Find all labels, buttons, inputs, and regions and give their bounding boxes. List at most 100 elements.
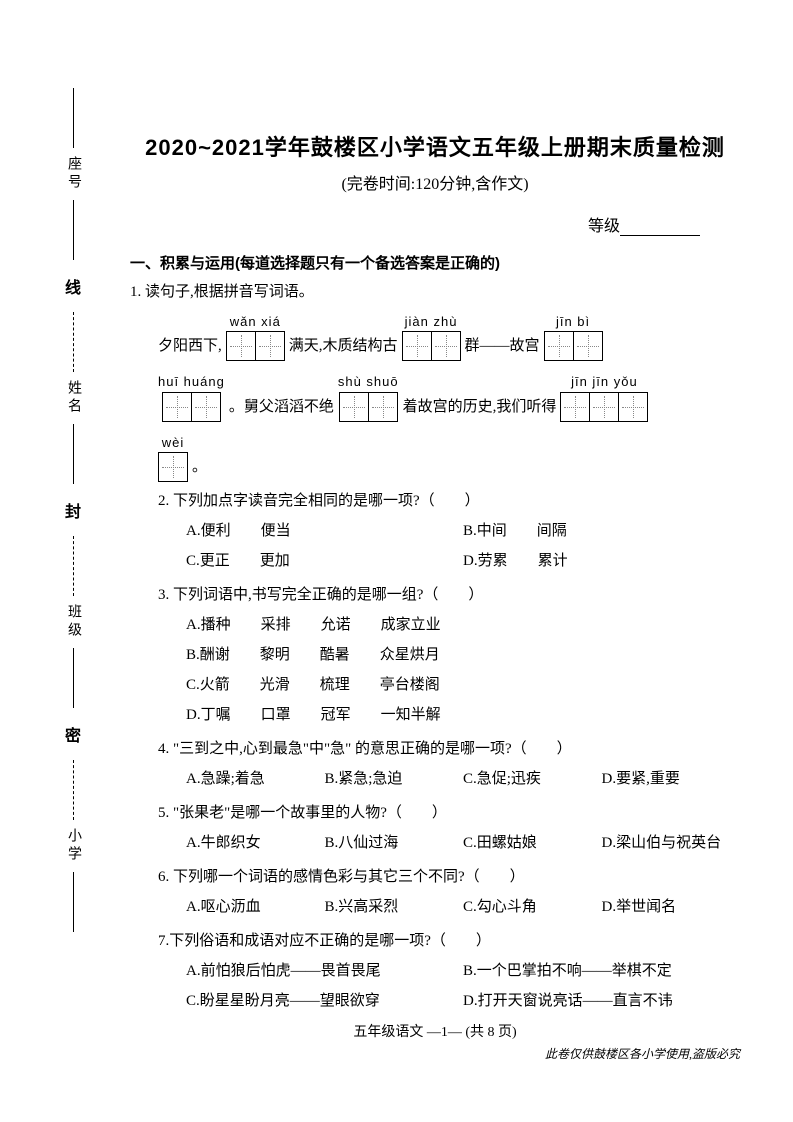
- pinyin: jīn bì: [556, 315, 590, 329]
- copyright-note: 此卷仅供鼓楼区各小学使用,盗版必究: [130, 1045, 740, 1062]
- binding-label-class: 班级: [63, 604, 83, 640]
- page-footer: 五年级语文 —1— (共 8 页) 此卷仅供鼓楼区各小学使用,盗版必究: [130, 1021, 740, 1062]
- pager: 五年级语文 —1— (共 8 页): [130, 1021, 740, 1041]
- char-box[interactable]: [544, 331, 574, 361]
- opt-c[interactable]: C.田螺姑娘: [463, 828, 602, 858]
- binding-line: [73, 88, 74, 148]
- binding-line: [73, 872, 74, 932]
- q3-options: A.播种 采排 允诺 成家立业 B.酬谢 黎明 酷暑 众星烘月 C.火箭 光滑 …: [130, 610, 740, 730]
- char-box[interactable]: [402, 331, 432, 361]
- opt-a[interactable]: A.呕心沥血: [186, 892, 325, 922]
- binding-mark: 线: [65, 274, 81, 298]
- pinyin-group: jīn jīn yǒu: [560, 375, 648, 421]
- q2-prompt: 2. 下列加点字读音完全相同的是哪一项?（ ）: [130, 486, 740, 516]
- binding-dash: [73, 760, 74, 820]
- q2-options: A.便利 便当 B.中间 间隔 C.更正 更加 D.劳累 累计: [130, 516, 740, 576]
- opt-b[interactable]: B.紧急;急迫: [325, 764, 464, 794]
- char-box[interactable]: [560, 392, 590, 422]
- opt-a[interactable]: A.前怕狼后怕虎——畏首畏尾: [186, 956, 463, 986]
- pinyin: wèi: [162, 436, 185, 450]
- char-box[interactable]: [339, 392, 369, 422]
- binding-line: [73, 200, 74, 260]
- char-box[interactable]: [618, 392, 648, 422]
- text: 夕阳西下,: [158, 331, 222, 361]
- opt-b[interactable]: B.八仙过海: [325, 828, 464, 858]
- q1-prompt: 1. 读句子,根据拼音写词语。: [130, 277, 740, 307]
- q5-options: A.牛郎织女 B.八仙过海 C.田螺姑娘 D.梁山伯与祝英台: [130, 828, 740, 858]
- opt-a[interactable]: A.牛郎织女: [186, 828, 325, 858]
- text: 群——故宫: [465, 331, 540, 361]
- binding-label-name: 姓名: [63, 380, 83, 416]
- binding-line: [73, 648, 74, 708]
- opt-a[interactable]: A.播种 采排 允诺 成家立业: [186, 610, 740, 640]
- text: 满天,木质结构古: [289, 331, 398, 361]
- pinyin: wǎn xiá: [230, 315, 281, 329]
- pinyin-group: wèi: [158, 436, 188, 482]
- binding-label-seat: 座号: [63, 156, 83, 192]
- binding-mark: 封: [65, 498, 81, 522]
- char-box[interactable]: [573, 331, 603, 361]
- q1-line3: wèi 。: [130, 436, 740, 482]
- q5-prompt: 5. "张果老"是哪一个故事里的人物?（ ）: [130, 798, 740, 828]
- char-box[interactable]: [431, 331, 461, 361]
- text: 着故宫的历史,我们听得: [403, 392, 557, 422]
- opt-d[interactable]: D.打开天窗说亮话——直言不讳: [463, 986, 740, 1016]
- opt-c[interactable]: C.勾心斗角: [463, 892, 602, 922]
- text: 。: [192, 452, 207, 482]
- binding-dash: [73, 312, 74, 372]
- binding-mark: 密: [65, 722, 81, 746]
- q6-prompt: 6. 下列哪一个词语的感情色彩与其它三个不同?（ ）: [130, 862, 740, 892]
- opt-b[interactable]: B.兴高采烈: [325, 892, 464, 922]
- q3-prompt: 3. 下列词语中,书写完全正确的是哪一组?（ ）: [130, 580, 740, 610]
- char-box[interactable]: [191, 392, 221, 422]
- q6-options: A.呕心沥血 B.兴高采烈 C.勾心斗角 D.举世闻名: [130, 892, 740, 922]
- pinyin-group: jiàn zhù: [402, 315, 461, 361]
- q7-prompt: 7.下列俗语和成语对应不正确的是哪一项?（ ）: [130, 926, 740, 956]
- pinyin-group: shù shuō: [338, 375, 399, 421]
- opt-b[interactable]: B.一个巴掌拍不响——举棋不定: [463, 956, 740, 986]
- opt-a[interactable]: A.便利 便当: [186, 516, 463, 546]
- pinyin-group: jīn bì: [544, 315, 603, 361]
- q7-options: A.前怕狼后怕虎——畏首畏尾 B.一个巴掌拍不响——举棋不定 C.盼星星盼月亮—…: [130, 956, 740, 1016]
- char-box[interactable]: [255, 331, 285, 361]
- q1-line1: 夕阳西下, wǎn xiá 满天,木质结构古 jiàn zhù 群——故宫 jī…: [130, 315, 740, 361]
- pinyin-group: wǎn xiá: [226, 315, 285, 361]
- q1-line2: huī huáng 。舅父滔滔不绝 shù shuō 着故宫的历史,我们听得 j…: [130, 375, 740, 421]
- opt-c[interactable]: C.更正 更加: [186, 546, 463, 576]
- pinyin: shù shuō: [338, 375, 399, 389]
- opt-d[interactable]: D.丁嘱 口罩 冠军 一知半解: [186, 700, 740, 730]
- binding-dash: [73, 536, 74, 596]
- opt-c[interactable]: C.盼星星盼月亮——望眼欲穿: [186, 986, 463, 1016]
- binding-margin: 座号 线 姓名 封 班级 密 小学: [58, 60, 88, 960]
- opt-b[interactable]: B.酬谢 黎明 酷暑 众星烘月: [186, 640, 740, 670]
- pinyin: jiàn zhù: [405, 315, 458, 329]
- grade-blank[interactable]: [620, 218, 700, 236]
- pinyin-group: huī huáng: [158, 375, 225, 421]
- grade-line: 等级: [130, 212, 740, 236]
- opt-c[interactable]: C.急促;迅疾: [463, 764, 602, 794]
- section-1-heading: 一、积累与运用(每道选择题只有一个备选答案是正确的): [130, 252, 740, 273]
- binding-line: [73, 424, 74, 484]
- opt-d[interactable]: D.举世闻名: [602, 892, 741, 922]
- opt-d[interactable]: D.梁山伯与祝英台: [602, 828, 741, 858]
- opt-d[interactable]: D.劳累 累计: [463, 546, 740, 576]
- opt-a[interactable]: A.急躁;着急: [186, 764, 325, 794]
- exam-subtitle: (完卷时间:120分钟,含作文): [130, 170, 740, 194]
- opt-d[interactable]: D.要紧,重要: [602, 764, 741, 794]
- pinyin: huī huáng: [158, 375, 225, 389]
- binding-label-school: 小学: [63, 828, 83, 864]
- grade-label: 等级: [588, 218, 620, 235]
- char-box[interactable]: [158, 452, 188, 482]
- pinyin: jīn jīn yǒu: [571, 375, 638, 389]
- q4-options: A.急躁;着急 B.紧急;急迫 C.急促;迅疾 D.要紧,重要: [130, 764, 740, 794]
- text: 。舅父滔滔不绝: [229, 392, 334, 422]
- q4-prompt: 4. "三到之中,心到最急"中"急" 的意思正确的是哪一项?（ ）: [130, 734, 740, 764]
- page-content: 2020~2021学年鼓楼区小学语文五年级上册期末质量检测 (完卷时间:120分…: [130, 130, 740, 1016]
- char-box[interactable]: [162, 392, 192, 422]
- opt-c[interactable]: C.火箭 光滑 梳理 亭台楼阁: [186, 670, 740, 700]
- char-box[interactable]: [368, 392, 398, 422]
- char-box[interactable]: [226, 331, 256, 361]
- char-box[interactable]: [589, 392, 619, 422]
- exam-title: 2020~2021学年鼓楼区小学语文五年级上册期末质量检测: [130, 130, 740, 162]
- opt-b[interactable]: B.中间 间隔: [463, 516, 740, 546]
